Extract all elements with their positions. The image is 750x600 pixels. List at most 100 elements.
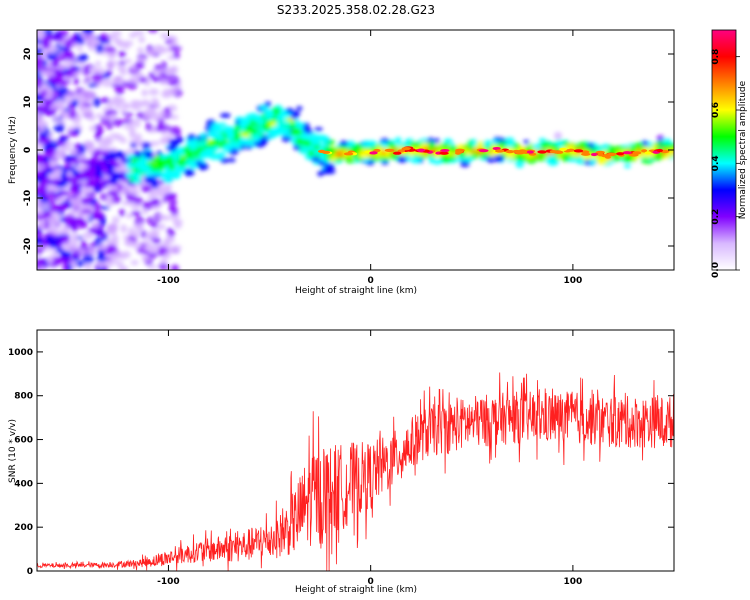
- spectrogram-ridge-blob: [173, 171, 181, 180]
- spectrogram-ridge-blob: [426, 141, 436, 149]
- spectrogram-y-tick-label: 20: [23, 48, 33, 61]
- spectrogram-heatmap: [37, 30, 674, 270]
- spectrogram-frame: [36, 29, 675, 271]
- spectrogram-noise-blob: [128, 120, 135, 127]
- spectrogram-noise-blob: [132, 230, 140, 239]
- spectrogram-peak-blob: [440, 148, 450, 153]
- spectrogram-noise-blob: [133, 196, 143, 205]
- spectrogram-ridge-blob: [562, 140, 569, 147]
- spectrogram-ridge-blob: [641, 158, 649, 164]
- spectrogram-ridge-blob: [662, 143, 670, 151]
- spectrogram-ridge-blob: [68, 185, 78, 193]
- spectrogram-ridge-blob: [249, 128, 258, 135]
- spectrogram-noise-blob: [55, 81, 67, 87]
- spectrogram-ridge-blob: [538, 137, 547, 143]
- spectrogram-noise-blob: [122, 112, 134, 117]
- spectrogram-noise-blob: [87, 34, 99, 45]
- spectrogram-noise-blob: [112, 118, 124, 127]
- spectrogram-ridge-blob: [296, 106, 303, 111]
- spectrogram-noise-blob: [100, 192, 107, 201]
- spectrogram-ridge-blob: [219, 113, 231, 118]
- spectrogram-noise-blob: [60, 145, 72, 152]
- spectrogram-ridge-blob: [109, 177, 118, 185]
- spectrogram-noise-blob: [44, 98, 52, 108]
- spectrogram-ridge-blob: [323, 162, 335, 171]
- spectrogram-noise-blob: [87, 44, 96, 52]
- spectrogram-ridge-blob: [126, 161, 133, 170]
- spectrogram-noise-blob: [121, 250, 131, 259]
- spectrogram-ridge-blob: [515, 160, 524, 169]
- spectrogram-ridge-blob: [107, 164, 115, 173]
- spectrogram-peak-blob: [526, 150, 534, 154]
- spectrogram-peak-blob: [317, 149, 326, 153]
- spectrogram-noise-blob: [155, 45, 167, 55]
- spectrogram-noise-blob: [73, 260, 86, 268]
- spectrogram-ridge-blob: [334, 150, 345, 158]
- spectrogram-noise-blob: [126, 185, 139, 195]
- spectrogram-ridge-blob: [361, 140, 372, 149]
- spectrogram-noise-blob: [78, 248, 86, 254]
- spectrogram-noise-blob: [64, 141, 73, 147]
- spectrogram-noise-blob: [164, 67, 174, 76]
- spectrogram-ridge-blob: [278, 109, 288, 115]
- spectrogram-noise-blob: [151, 204, 161, 210]
- spectrogram-ridge-blob: [162, 158, 174, 165]
- spectrogram-ridge-blob: [396, 157, 407, 163]
- spectrogram-ridge-blob: [553, 131, 562, 140]
- spectrogram-noise-blob: [148, 245, 155, 254]
- spectrogram-ridge-blob: [185, 158, 193, 163]
- spectrogram-ridge-blob: [242, 129, 249, 135]
- spectrogram-noise-blob: [140, 101, 151, 108]
- colorbar-label: Normalized spectral amplitude: [738, 80, 748, 219]
- spectrogram-noise-blob: [146, 195, 156, 200]
- spectrogram-noise-blob: [55, 247, 64, 254]
- spectrogram-ridge-blob: [222, 143, 233, 152]
- spectrogram-ridge-blob: [176, 166, 185, 173]
- spectrogram-noise-blob: [151, 198, 161, 207]
- snr-y-tick-label: 0: [27, 567, 33, 577]
- spectrogram-ridge-blob: [209, 127, 217, 133]
- spectrogram-noise-blob: [56, 99, 66, 108]
- spectrogram-ridge-blob: [217, 151, 227, 157]
- spectrogram-ridge-blob: [108, 150, 115, 157]
- spectrogram-ridge-blob: [79, 171, 89, 180]
- spectrogram-noise-blob: [129, 99, 142, 105]
- spectrogram-noise-blob: [42, 202, 50, 211]
- spectrogram-noise-blob: [169, 45, 182, 52]
- spectrogram-noise-blob: [37, 78, 43, 89]
- spectrogram-ridge-blob: [189, 162, 198, 169]
- spectrogram-noise-blob: [46, 148, 55, 159]
- spectrogram-noise-blob: [82, 232, 94, 240]
- spectrogram-peak-blob: [343, 152, 354, 156]
- spectrogram-noise-blob: [166, 192, 177, 200]
- snr-y-tick-label: 800: [14, 392, 33, 402]
- spectrogram-ridge-blob: [299, 149, 308, 155]
- snr-y-axis-label: SNR (10 * v/v): [8, 419, 18, 483]
- spectrogram-noise-blob: [37, 56, 44, 65]
- chart-title: S233.2025.358.02.28.G23: [277, 3, 435, 17]
- spectrogram-noise-blob: [73, 78, 80, 86]
- spectrogram-noise-blob: [163, 75, 175, 80]
- snr-plot-area: [37, 330, 674, 571]
- colorbar-ticks: 0.0 0.2 0.4 0.6 0.8: [711, 49, 740, 278]
- spectrogram-noise-blob: [43, 110, 56, 117]
- spectrogram-noise-blob: [105, 61, 115, 70]
- spectrogram-peak-blob: [644, 151, 652, 155]
- spectrogram-noise-blob: [48, 218, 59, 228]
- spectrogram-noise-blob: [145, 49, 156, 57]
- spectrogram-ridge-blob: [259, 137, 268, 146]
- spectrogram-noise-blob: [84, 92, 95, 99]
- spectrogram-noise-blob: [70, 232, 80, 243]
- spectrogram-ridge-blob: [595, 156, 605, 163]
- spectrogram-noise-blob: [58, 30, 69, 39]
- spectrogram-noise-blob: [156, 123, 167, 132]
- spectrogram-noise-blob: [145, 106, 155, 116]
- spectrogram-noise-blob: [104, 260, 115, 268]
- spectrogram-noise-blob: [68, 198, 80, 204]
- spectrogram-x-tick-label: -100: [157, 276, 180, 286]
- spectrogram-noise-blob: [156, 214, 167, 219]
- spectrogram-noise-blob: [137, 47, 144, 55]
- spectrogram-ridge-blob: [217, 134, 225, 142]
